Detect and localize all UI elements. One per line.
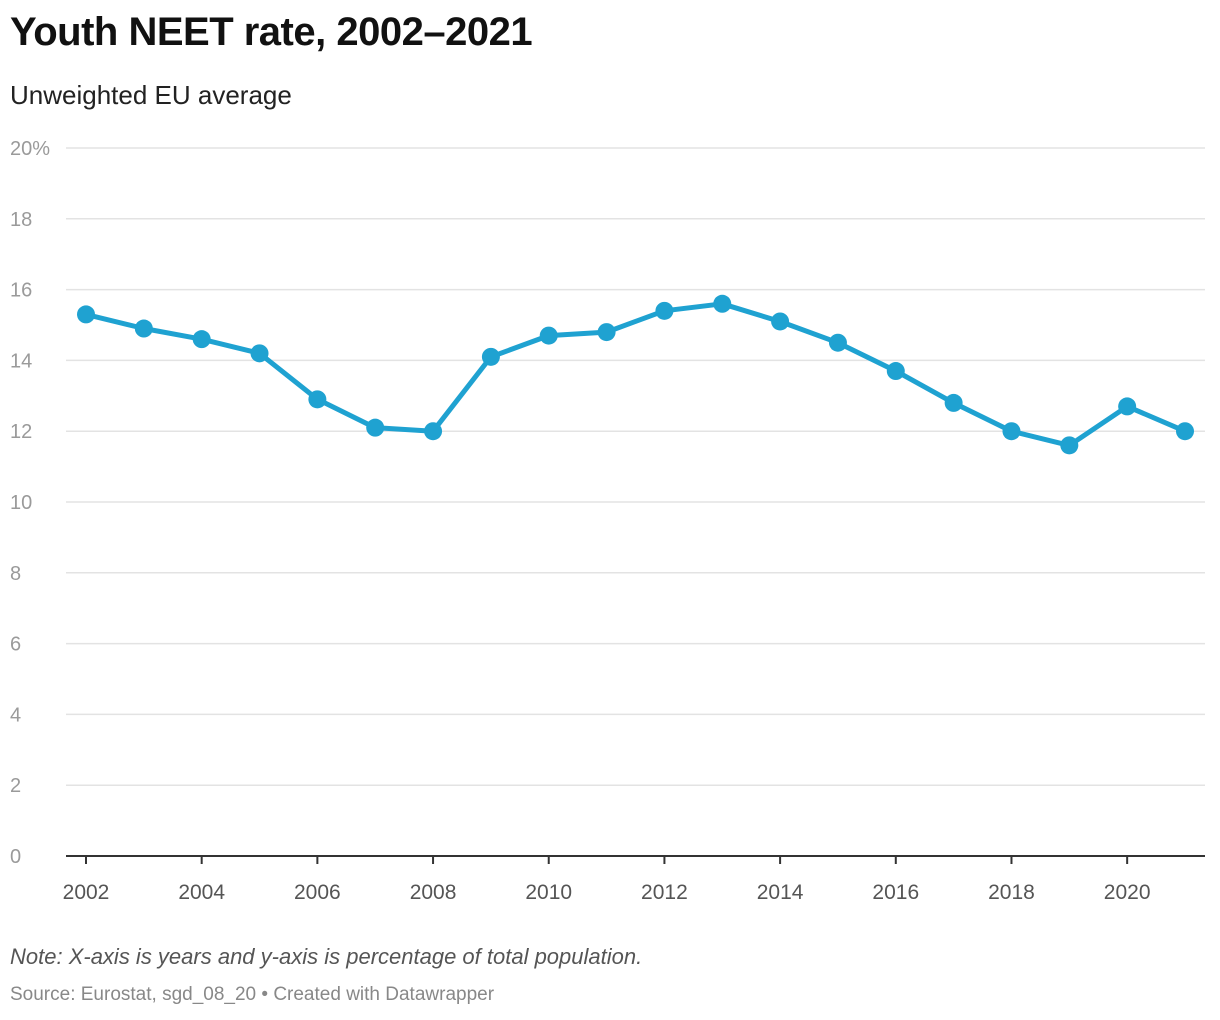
chart-title: Youth NEET rate, 2002–2021 (10, 10, 533, 54)
chart-subtitle: Unweighted EU average (10, 80, 292, 110)
y-tick-label-14: 14 (10, 350, 32, 372)
data-point-2004[interactable] (192, 330, 211, 349)
x-tick-label-2010: 2010 (525, 881, 572, 904)
x-tick-label-2008: 2008 (410, 881, 457, 904)
series-layer (77, 294, 1194, 455)
data-point-2007[interactable] (366, 418, 385, 437)
data-point-2008[interactable] (424, 422, 443, 441)
x-tick-label-2004: 2004 (178, 881, 225, 904)
y-tick-label-4: 4 (10, 704, 21, 726)
data-point-2012[interactable] (655, 301, 674, 320)
x-tick-label-2014: 2014 (757, 881, 804, 904)
data-point-2005[interactable] (250, 344, 269, 363)
y-tick-label-10: 10 (10, 492, 32, 514)
x-tick-label-2006: 2006 (294, 881, 341, 904)
x-tick-label-2020: 2020 (1104, 881, 1151, 904)
x-tick-label-2002: 2002 (63, 881, 110, 904)
chart-note: Note: X-axis is years and y-axis is perc… (10, 944, 643, 969)
data-point-2003[interactable] (134, 319, 153, 338)
y-axis-ticks: 0 2 4 6 8 10 12 14 16 18 20% (10, 138, 50, 868)
series-line-0 (83, 301, 1188, 448)
data-point-2021[interactable] (1176, 422, 1194, 441)
y-tick-label-16: 16 (10, 280, 32, 302)
data-point-2002[interactable] (77, 305, 95, 324)
x-tick-label-2016: 2016 (872, 881, 919, 904)
x-tick-label-2018: 2018 (988, 881, 1035, 904)
y-tick-label-12: 12 (10, 421, 32, 443)
y-tick-label-20: 20% (10, 138, 50, 160)
data-point-2011[interactable] (597, 323, 616, 342)
data-point-2020[interactable] (1118, 397, 1137, 416)
data-point-2018[interactable] (1002, 422, 1021, 441)
data-point-2006[interactable] (308, 390, 327, 409)
data-point-2017[interactable] (944, 393, 963, 412)
data-point-2010[interactable] (539, 326, 558, 345)
data-point-2013[interactable] (713, 294, 732, 313)
data-point-2014[interactable] (771, 312, 790, 331)
data-point-2016[interactable] (886, 362, 905, 381)
x-axis: 2002 2004 2006 2008 2010 2012 2014 2016 2018 2020 (63, 855, 1205, 904)
chart-source: Source: Eurostat, sgd_08_20 • Created wi… (10, 984, 495, 1005)
data-point-2009[interactable] (481, 347, 500, 366)
data-point-2015[interactable] (828, 333, 847, 352)
y-tick-label-0: 0 (10, 846, 21, 868)
y-tick-label-6: 6 (10, 634, 21, 656)
y-tick-label-18: 18 (10, 209, 32, 231)
y-tick-label-2: 2 (10, 775, 21, 797)
x-tick-label-2012: 2012 (641, 881, 688, 904)
grid-lines (66, 147, 1205, 786)
data-point-2019[interactable] (1060, 436, 1079, 455)
y-tick-label-8: 8 (10, 563, 21, 585)
